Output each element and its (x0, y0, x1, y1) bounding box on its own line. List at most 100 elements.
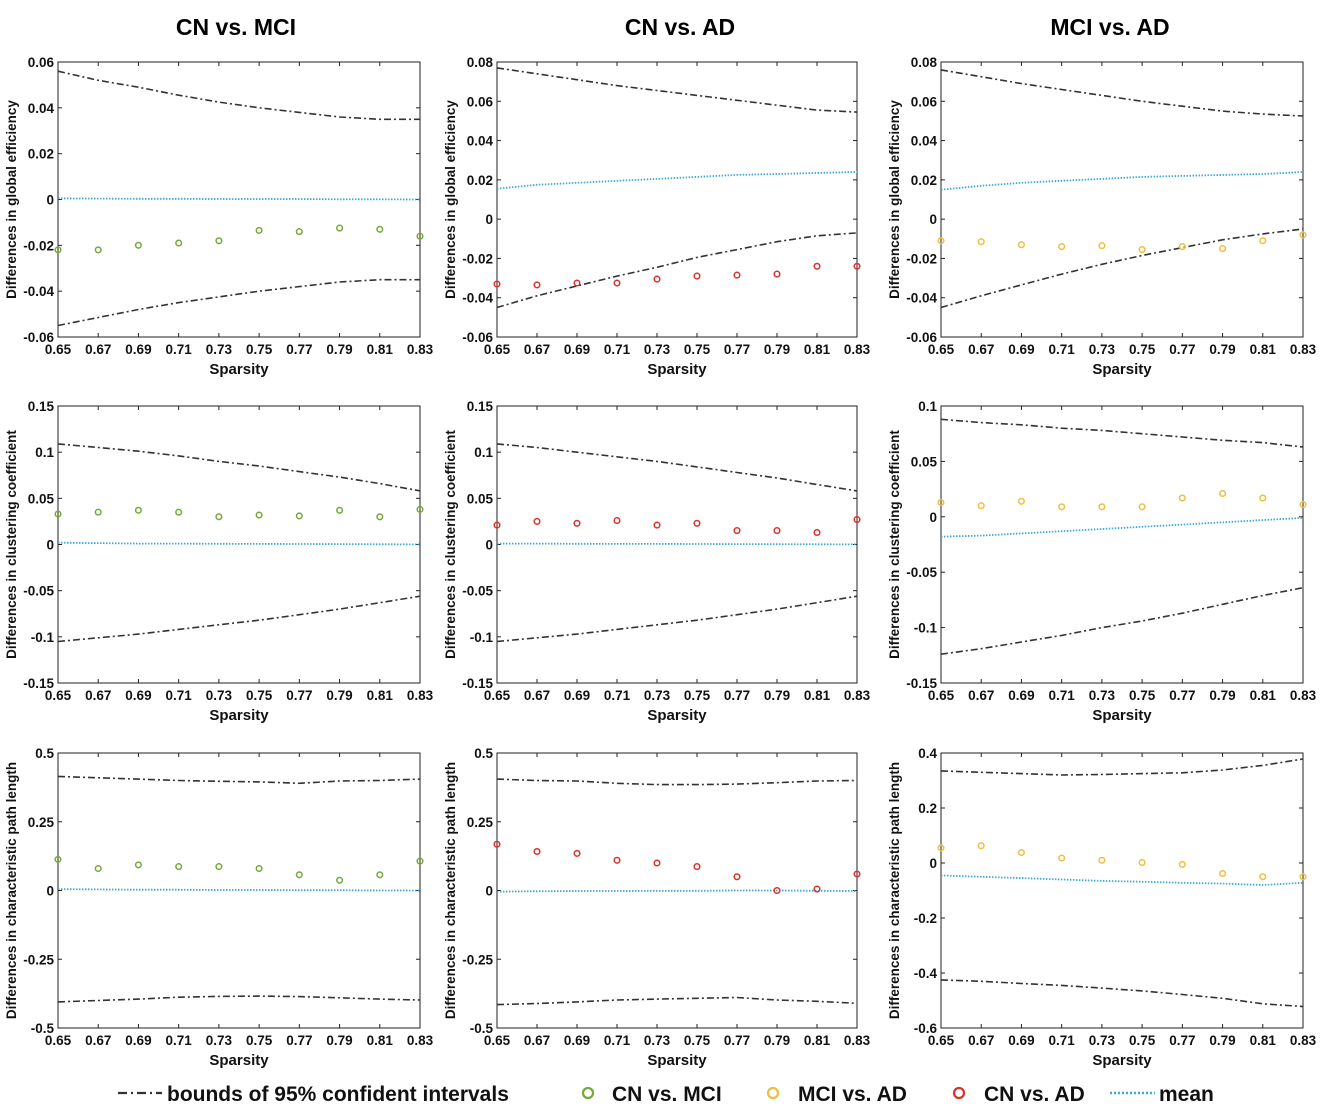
data-point (1259, 494, 1267, 502)
legend-cn-mci-label: CN vs. MCI (612, 1083, 722, 1106)
data-point (937, 844, 945, 852)
legend-cn-ad-marker (952, 1086, 966, 1100)
data-point (1219, 489, 1227, 498)
data-point (376, 513, 384, 521)
ci-bound-line (496, 67, 858, 113)
ci-bound-line (496, 232, 858, 309)
y-tick-label: -0.05 (906, 565, 937, 580)
x-axis-label: Sparsity (1092, 1052, 1152, 1069)
data-point (175, 863, 183, 871)
chart-panel-3: 0.65 0.67 0.69 0.71 0.73 0.75 0.77 0.79 0.81 0.83… (887, 55, 1317, 378)
legend-mean-label: mean (1159, 1083, 1214, 1106)
data-point (94, 508, 102, 516)
x-tick-label: 0.79 (1209, 342, 1235, 357)
data-point (255, 864, 263, 873)
y-tick-label: -0.15 (906, 676, 937, 691)
y-tick-label: 0.05 (911, 454, 938, 469)
y-tick-label: -0.04 (462, 291, 493, 306)
data-point (613, 279, 621, 287)
x-tick-label: 0.83 (844, 688, 871, 703)
mean-line (57, 541, 421, 546)
y-tick-label: 0.04 (28, 101, 55, 116)
data-point (853, 516, 861, 524)
x-tick-label: 0.69 (125, 1033, 151, 1048)
data-point (653, 859, 661, 867)
y-tick-label: -0.1 (470, 630, 494, 645)
y-tick-label: 0.5 (35, 746, 54, 761)
y-tick-label: -0.02 (462, 251, 493, 266)
y-tick-label: -0.25 (23, 952, 54, 967)
data-point (1259, 873, 1267, 881)
x-tick-label: 0.73 (206, 1033, 233, 1048)
y-tick-label: 0 (929, 510, 937, 525)
ci-bound-line (57, 278, 420, 327)
x-tick-label: 0.79 (764, 342, 790, 357)
mean-line (496, 889, 858, 893)
x-tick-label: 0.81 (1250, 688, 1277, 703)
x-tick-label: 0.69 (564, 1033, 590, 1048)
y-tick-label: 0.4 (918, 746, 937, 761)
mean-line (57, 888, 420, 892)
data-point (175, 239, 183, 247)
ci-bound-line (496, 595, 858, 643)
ci-bound-line (57, 775, 421, 785)
x-tick-label: 0.73 (206, 342, 233, 357)
y-tick-label: -0.1 (914, 621, 938, 636)
y-tick-label: -0.15 (23, 676, 54, 691)
ci-bound-line (940, 758, 1304, 776)
x-tick-label: 0.69 (1008, 1033, 1034, 1048)
y-tick-label: 0.05 (467, 491, 494, 506)
y-tick-label: 0 (929, 212, 937, 227)
y-tick-label: 0 (485, 538, 493, 553)
data-point (215, 863, 223, 871)
y-tick-label: -0.15 (462, 676, 493, 691)
chart-panels: 0.65 0.67 0.69 0.71 0.73 0.75 0.77 0.79 0.81 0.83… (4, 55, 1317, 1069)
x-tick-label: 0.67 (524, 688, 550, 703)
x-tick-label: 0.69 (564, 688, 590, 703)
x-tick-label: 0.73 (206, 688, 233, 703)
data-point (376, 871, 384, 879)
data-point (493, 521, 501, 529)
x-tick-label: 0.79 (326, 1033, 352, 1048)
x-tick-label: 0.81 (367, 688, 394, 703)
data-point (1017, 497, 1025, 505)
data-point (977, 238, 985, 246)
x-tick-label: 0.71 (604, 1033, 631, 1048)
data-point (416, 857, 424, 865)
ci-bound-line (496, 778, 858, 786)
data-point (613, 856, 621, 864)
x-tick-label: 0.83 (844, 342, 871, 357)
x-tick-label: 0.77 (1169, 688, 1195, 703)
data-point (693, 863, 701, 871)
data-point (573, 849, 581, 857)
x-axis-label: Sparsity (647, 707, 707, 724)
data-point (533, 517, 541, 525)
chart-panel-9: 0.65 0.67 0.69 0.71 0.73 0.75 0.77 0.79 0.81 0.83… (887, 746, 1317, 1069)
mean-line (940, 517, 1304, 538)
data-point (653, 521, 661, 529)
data-point (1098, 503, 1106, 511)
y-tick-label: 0.1 (474, 445, 493, 460)
x-axis-label: Sparsity (1092, 361, 1152, 378)
ci-bound-line (496, 996, 858, 1006)
y-axis-label: Differences in characteristic path lengt… (4, 762, 19, 1019)
data-point (733, 271, 741, 279)
data-point (134, 861, 142, 869)
y-tick-label: 0.05 (28, 491, 55, 506)
x-tick-label: 0.83 (407, 342, 434, 357)
x-axis-label: Sparsity (1092, 707, 1152, 724)
plot-area (940, 752, 1304, 1029)
data-point (134, 506, 142, 514)
y-tick-label: 0 (46, 538, 54, 553)
x-tick-label: 0.83 (1290, 688, 1317, 703)
data-point (54, 510, 62, 518)
y-tick-label: 0.08 (911, 55, 938, 70)
x-tick-label: 0.81 (804, 342, 831, 357)
mean-line (57, 197, 421, 201)
y-tick-label: 0.25 (28, 815, 55, 830)
x-tick-label: 0.73 (644, 688, 671, 703)
ci-bound-line (940, 228, 1304, 309)
x-tick-label: 0.73 (1089, 688, 1116, 703)
x-tick-label: 0.79 (326, 688, 352, 703)
column-title-cn-ad: CN vs. AD (625, 14, 735, 40)
